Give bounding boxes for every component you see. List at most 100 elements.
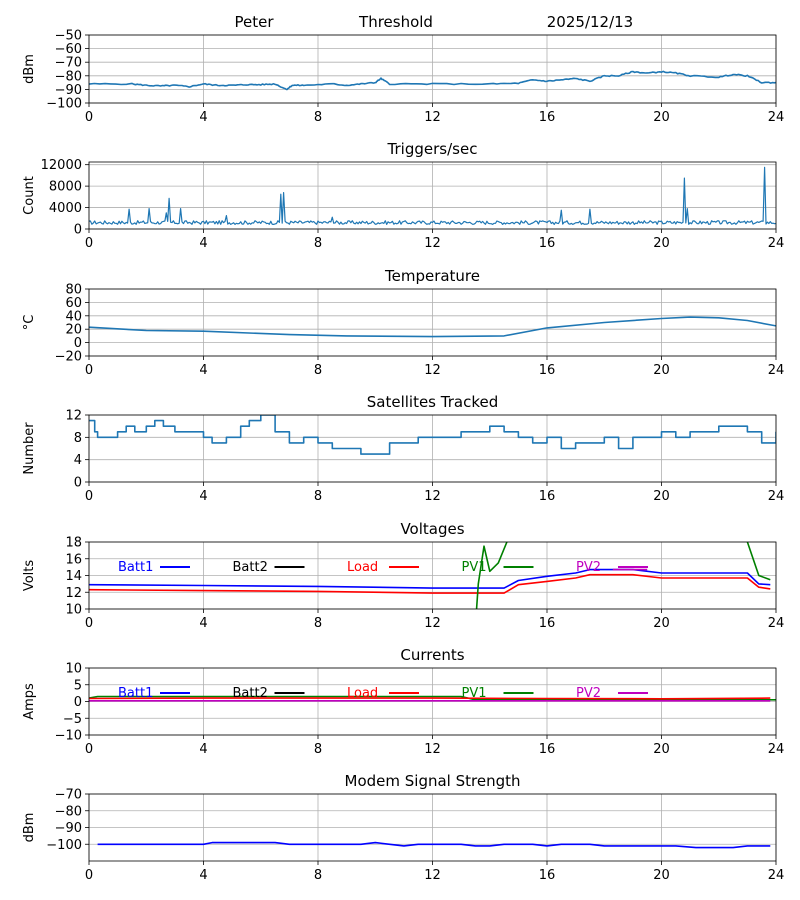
series-pv1-line	[475, 542, 508, 609]
y-tick-label: 60	[65, 296, 82, 311]
legend-label-batt1: Batt1	[118, 560, 153, 575]
x-tick-label: 8	[314, 110, 322, 125]
x-tick-label: 20	[653, 363, 670, 378]
x-tick-label: 16	[539, 110, 556, 125]
series-load-line	[89, 697, 771, 700]
y-tick-label: −100	[46, 97, 82, 112]
x-tick-label: 4	[199, 616, 207, 631]
x-tick-label: 20	[653, 489, 670, 504]
x-tick-label: 12	[424, 489, 441, 504]
y-axis-label: dBm	[22, 54, 37, 84]
x-tick-label: 16	[539, 742, 556, 757]
y-tick-label: 80	[65, 283, 82, 298]
y-tick-label: 12	[65, 586, 82, 601]
legend-label-pv1: PV1	[462, 560, 487, 575]
series-temperature-line	[89, 316, 776, 338]
x-tick-label: 20	[653, 616, 670, 631]
header-date: 2025/12/13	[547, 13, 633, 31]
plot-frame	[88, 414, 777, 483]
x-tick-label: 12	[424, 363, 441, 378]
x-tick-label: 20	[653, 110, 670, 125]
series-group	[89, 166, 776, 225]
chart-modem: 0 4 8 12 16 20 24 −100 −90 −80−70 Modem Signal Str…	[22, 772, 784, 883]
y-tick-label: 8	[74, 431, 82, 446]
legend-label-load: Load	[347, 560, 378, 575]
chart-satellites: 0 4 8 12 16 20 24 0 4 8 12 Satellites Tracked Number	[22, 393, 784, 504]
y-axis-label: Number	[22, 422, 37, 475]
x-tick-label: 24	[768, 489, 785, 504]
x-tick-label: 4	[199, 489, 207, 504]
y-tick-label: −90	[55, 821, 82, 836]
y-axis-label: Amps	[22, 683, 37, 720]
x-tick-label: 8	[314, 616, 322, 631]
plot-frame	[88, 667, 777, 736]
plot-frame	[88, 541, 777, 610]
y-tick-label: 4	[74, 453, 82, 468]
y-tick-label: 12	[65, 409, 82, 424]
y-tick-label: −70	[55, 56, 82, 71]
x-tick-label: 0	[85, 236, 93, 251]
series-pv1-line	[89, 695, 776, 701]
plot-frame	[88, 793, 777, 862]
series-group	[89, 415, 776, 455]
chart-triggers: 0 4 8 12 16 20 24 0 4000 8000 12000 Triggers/sec Cou…	[22, 140, 784, 251]
y-tick-label: 0	[74, 476, 82, 491]
x-tick-label: 16	[539, 868, 556, 883]
x-tick-label: 8	[314, 363, 322, 378]
legend-label-batt2: Batt2	[233, 686, 268, 701]
series-batt1-line	[89, 568, 771, 589]
series-group	[97, 841, 771, 849]
y-tick-label: 16	[65, 552, 82, 567]
y-tick-label: 0	[74, 223, 82, 238]
legend-label-batt1: Batt1	[118, 686, 153, 701]
x-tick-label: 16	[539, 363, 556, 378]
plot-frame	[88, 161, 777, 230]
x-tick-label: 16	[539, 489, 556, 504]
y-tick-label: 14	[65, 569, 82, 584]
chart-title: Voltages	[400, 520, 464, 538]
x-tick-label: 0	[85, 110, 93, 125]
x-tick-label: 0	[85, 363, 93, 378]
x-tick-label: 12	[424, 236, 441, 251]
y-tick-label: −90	[55, 83, 82, 98]
header-mode: Threshold	[358, 13, 433, 31]
x-tick-label: 20	[653, 742, 670, 757]
x-tick-label: 4	[199, 868, 207, 883]
y-tick-label: 10	[65, 603, 82, 618]
legend-label-batt2: Batt2	[233, 560, 268, 575]
series-satellites-line	[89, 415, 776, 455]
x-tick-label: 0	[85, 616, 93, 631]
x-tick-label: 20	[653, 868, 670, 883]
x-tick-label: 24	[768, 868, 785, 883]
header-station: Peter	[234, 13, 274, 31]
series-modem-line	[97, 841, 771, 849]
x-tick-label: 12	[424, 110, 441, 125]
series-group	[89, 70, 776, 91]
y-tick-label: 0	[74, 695, 82, 710]
y-tick-label: −70	[55, 788, 82, 803]
x-tick-label: 12	[424, 742, 441, 757]
x-tick-label: 4	[199, 363, 207, 378]
y-axis-label: Count	[22, 176, 37, 215]
x-tick-label: 8	[314, 868, 322, 883]
y-tick-label: −100	[46, 838, 82, 853]
chart-threshold: 0 4 8 12 16 20 24 −100−90−80−70−60−50 dBm	[22, 29, 784, 126]
y-tick-label: −80	[55, 69, 82, 84]
plot-frame	[88, 288, 777, 357]
series-load-line	[89, 573, 771, 594]
legend-label-pv1: PV1	[462, 686, 487, 701]
y-tick-label: 5	[74, 678, 82, 693]
chart-title: Currents	[400, 646, 464, 664]
series-pv1-line	[746, 542, 771, 581]
series-triggers-line	[89, 166, 776, 225]
series-group	[89, 316, 776, 338]
y-tick-label: −5	[63, 712, 82, 727]
legend-label-load: Load	[347, 686, 378, 701]
x-tick-label: 20	[653, 236, 670, 251]
x-tick-label: 12	[424, 616, 441, 631]
x-tick-label: 4	[199, 110, 207, 125]
